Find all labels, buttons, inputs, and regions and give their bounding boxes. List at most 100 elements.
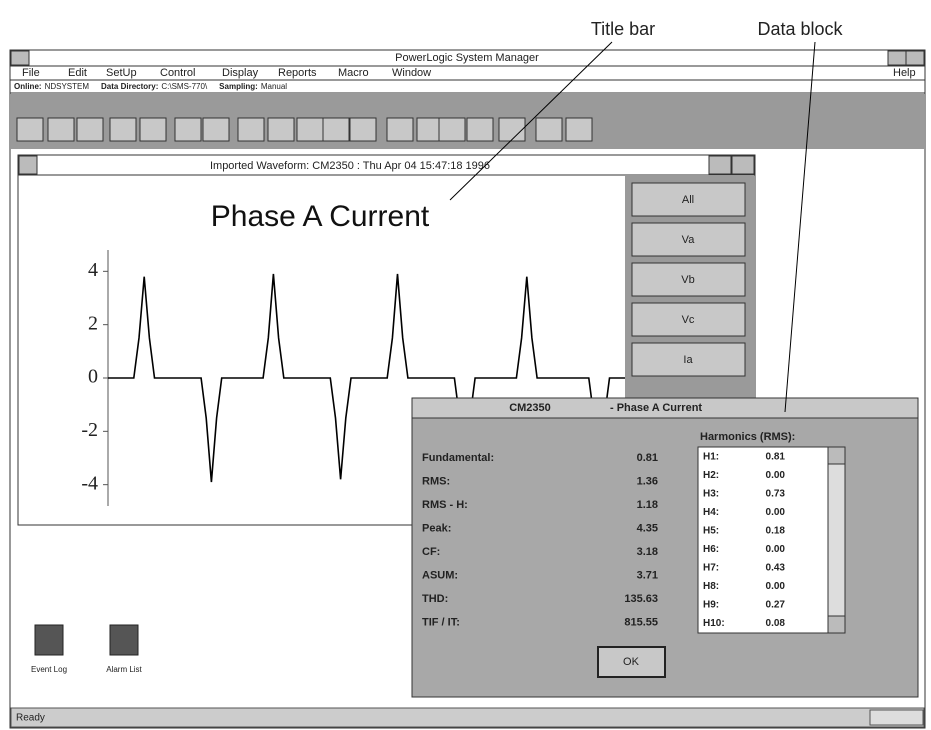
harmonic-label: H3: [703,489,719,500]
toolbar-button[interactable] [203,118,229,141]
ok-label: OK [623,656,640,668]
status-key: Online: [14,82,42,91]
toolbar-button[interactable] [297,118,323,141]
stat-value: 1.36 [637,475,658,487]
toolbar-button[interactable] [566,118,592,141]
system-menu[interactable] [11,51,29,65]
menu-item[interactable]: Reports [278,67,317,79]
waveform-button-label: Ia [683,354,693,366]
status-value: NDSYSTEM [45,82,90,91]
menu-item[interactable]: File [22,67,40,79]
toolbar-button[interactable] [17,118,43,141]
stat-value: 0.81 [637,452,658,464]
stat-label: CF: [422,546,440,558]
screenshot: Title bar Data block PowerLogic System M… [0,0,931,730]
child-maximize[interactable] [732,156,754,174]
toolbar-button[interactable] [110,118,136,141]
menu-item[interactable]: Macro [338,67,369,79]
stat-label: THD: [422,593,448,605]
toolbar-button[interactable] [238,118,264,141]
status-key: Data Directory: [101,82,158,91]
stat-label: ASUM: [422,569,458,581]
harmonic-label: H1: [703,452,719,463]
toolbar-button[interactable] [268,118,294,141]
stat-label: Fundamental: [422,452,494,464]
toolbar-button[interactable] [439,118,465,141]
toolbar-button[interactable] [323,118,349,141]
toolbar-button[interactable] [48,118,74,141]
menu-item[interactable]: Help [893,67,916,79]
harmonic-label: H9: [703,600,719,611]
menu-item[interactable]: Edit [68,67,87,79]
y-tick-label: -4 [81,472,98,494]
waveform-button-label: Vc [682,314,695,326]
status-text: Ready [16,713,45,724]
harmonic-label: H7: [703,563,719,574]
harmonic-label: H2: [703,470,719,481]
status-indicator [870,710,923,725]
child-title: Imported Waveform: CM2350 : Thu Apr 04 1… [210,160,490,172]
harmonic-label: H4: [703,507,719,518]
icon[interactable] [35,625,63,655]
toolbar-button[interactable] [536,118,562,141]
scroll-up[interactable] [828,447,845,464]
menu-item[interactable]: Window [392,67,431,79]
stat-value: 3.18 [637,546,658,558]
stat-value: 4.35 [637,522,658,534]
plot-title: Phase A Current [211,200,430,233]
harmonic-value: 0.00 [766,507,786,518]
harmonic-value: 0.00 [766,581,786,592]
maximize-button[interactable] [906,51,924,65]
toolbar-button[interactable] [140,118,166,141]
harmonic-value: 0.08 [766,618,786,629]
menu-item[interactable]: Display [222,67,259,79]
icon-label: Alarm List [106,665,142,674]
child-system-menu[interactable] [19,156,37,174]
menu-item[interactable]: SetUp [106,67,137,79]
stat-value: 1.18 [637,499,658,511]
status-key: Sampling: [219,82,258,91]
annotation: Title bar [591,19,655,39]
scrollbar[interactable] [828,447,845,633]
toolbar-button[interactable] [175,118,201,141]
toolbar-button[interactable] [467,118,493,141]
harmonic-label: H10: [703,618,725,629]
harmonic-value: 0.73 [766,489,786,500]
waveform-button-label: Va [682,234,696,246]
status-value: Manual [261,82,287,91]
toolbar-button[interactable] [350,118,376,141]
waveform-button-label: Vb [681,274,694,286]
harmonic-value: 0.81 [766,452,786,463]
icon[interactable] [110,625,138,655]
dialog-title: CM2350 [509,402,551,414]
annotation: Data block [757,19,843,39]
toolbar-button[interactable] [387,118,413,141]
waveform-button-label: All [682,194,694,206]
stat-value: 135.63 [624,593,658,605]
y-tick-label: 4 [88,259,98,281]
dialog-subtitle: - Phase A Current [610,402,702,414]
menu-item[interactable]: Control [160,67,195,79]
status-value: C:\SMS-770\ [161,82,208,91]
harmonics-label: Harmonics (RMS): [700,431,795,443]
toolbar-button[interactable] [499,118,525,141]
harmonic-value: 0.18 [766,526,786,537]
y-tick-label: -2 [81,419,98,441]
status-bar [11,708,924,727]
y-tick-label: 0 [88,366,98,388]
stat-value: 815.55 [624,616,658,628]
harmonic-value: 0.00 [766,544,786,555]
window-title: PowerLogic System Manager [395,52,539,64]
stat-label: RMS - H: [422,499,468,511]
child-minimize[interactable] [709,156,731,174]
harmonic-label: H6: [703,544,719,555]
stat-label: TIF / IT: [422,616,460,628]
toolbar-button[interactable] [77,118,103,141]
stat-label: Peak: [422,522,451,534]
scroll-down[interactable] [828,616,845,633]
minimize-button[interactable] [888,51,906,65]
harmonic-value: 0.27 [766,600,786,611]
harmonic-value: 0.00 [766,470,786,481]
icon-label: Event Log [31,665,67,674]
data-dialog: CM2350 - Phase A Current Harmonics (RMS)… [412,398,918,697]
